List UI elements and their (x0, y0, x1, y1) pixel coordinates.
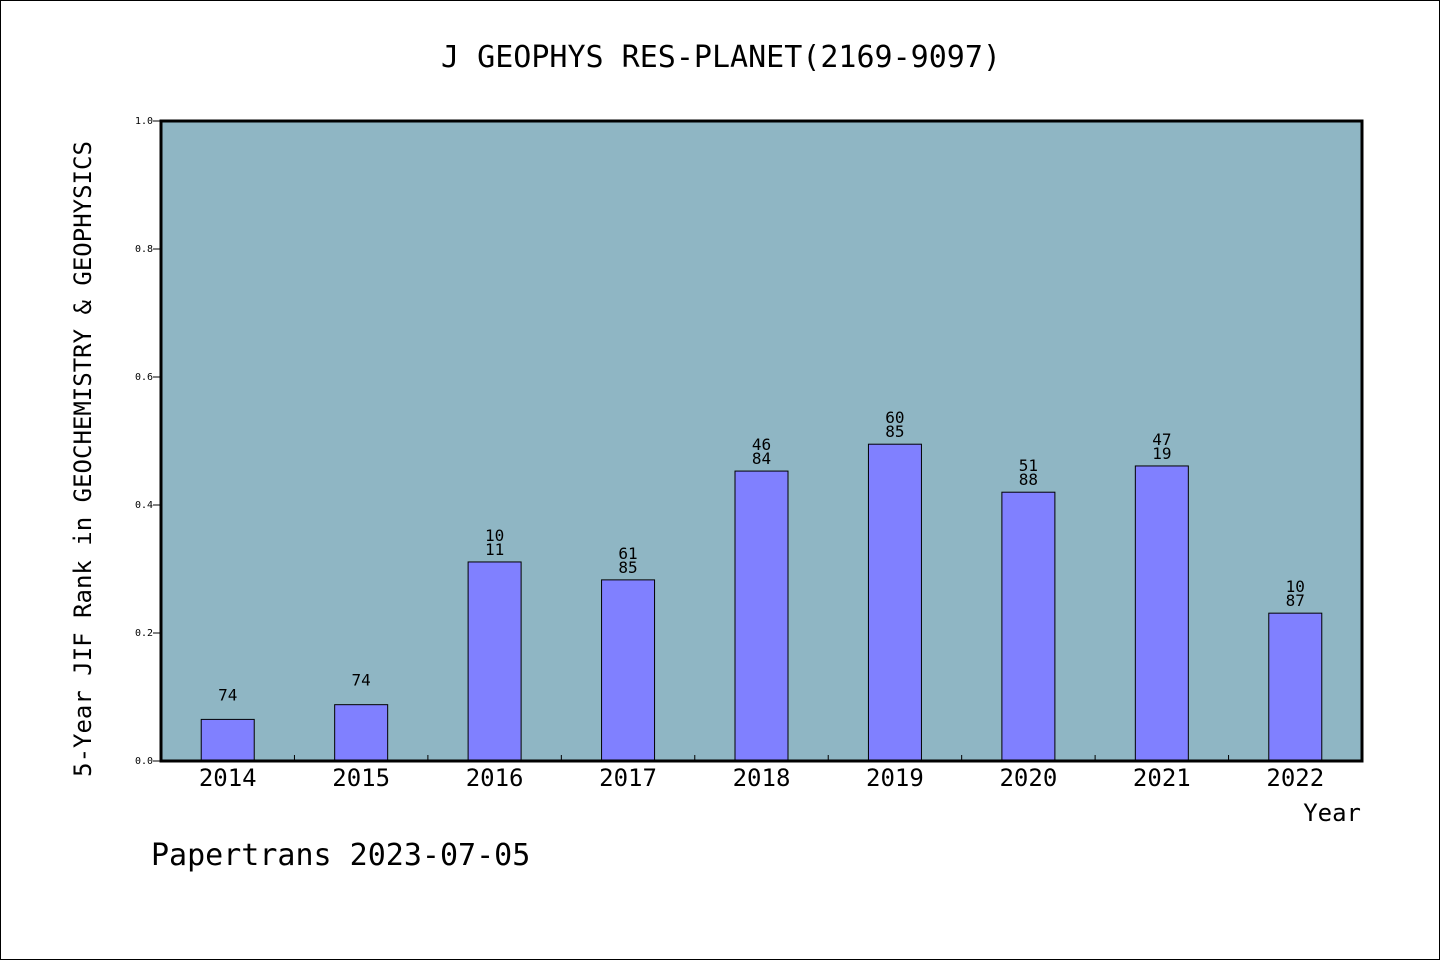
bar-data-label: 46 (752, 435, 771, 454)
x-tick-label: 2018 (733, 764, 791, 792)
y-tick-label: 0.8 (135, 244, 153, 255)
x-axis-ticks: 2014 2015 2016 2017 2018 2019 2020 2021 2022 (199, 755, 1324, 792)
bar-data-label: 47 (1152, 430, 1171, 449)
bar-data-label: 51 (1019, 456, 1038, 475)
bar-data-label: 60 (885, 408, 904, 427)
y-tick-label: 0.2 (135, 628, 153, 639)
bar-2017 (601, 579, 656, 762)
bar-2015 (334, 704, 389, 762)
x-tick-label: 2015 (332, 764, 390, 792)
chart-title: J GEOPHYS RES-PLANET(2169-9097) (441, 40, 1001, 75)
bar-data-label: 10 (1286, 577, 1305, 596)
bar-data-label: 85 (885, 422, 904, 441)
bar-2020 (1001, 491, 1056, 762)
bar-2014 (200, 718, 255, 762)
bar-data-label: 74 (352, 671, 371, 690)
plot-border (159, 119, 1364, 763)
bar-2016 (467, 561, 522, 762)
footer-credit: Papertrans 2023-07-05 (151, 838, 530, 873)
bars (200, 443, 1323, 762)
bar-data-label: 11 (485, 540, 504, 559)
x-tick-label: 2019 (866, 764, 924, 792)
bar-2018 (734, 470, 789, 762)
bar-data-label: 19 (1152, 444, 1171, 463)
y-tick-label: 0.4 (135, 500, 153, 511)
bar-data-label: 84 (752, 449, 771, 468)
y-tick-label: 0.0 (135, 756, 153, 767)
bar-data-label: 74 (218, 685, 237, 704)
bar-data-label: 87 (1286, 591, 1305, 610)
x-tick-label: 2020 (999, 764, 1057, 792)
y-axis-ticks: 0.0 0.2 0.4 0.6 0.8 1.0 (135, 116, 161, 767)
x-tick-label: 2014 (199, 764, 257, 792)
x-tick-label: 2022 (1266, 764, 1324, 792)
bar-data-label: 10 (485, 526, 504, 545)
x-tick-label: 2021 (1133, 764, 1191, 792)
x-tick-label: 2017 (599, 764, 657, 792)
bar-data-label: 85 (618, 558, 637, 577)
y-axis-label: 5-Year JIF Rank in GEOCHEMISTRY & GEOPHY… (69, 141, 97, 777)
x-tick-label: 2016 (466, 764, 524, 792)
bar-data-label: 61 (618, 544, 637, 563)
bar-data-label: 88 (1019, 470, 1038, 489)
bar-2019 (867, 443, 922, 762)
y-tick-label: 1.0 (135, 116, 153, 127)
bar-2022 (1268, 612, 1323, 762)
y-tick-label: 0.6 (135, 372, 153, 383)
bar-2021 (1134, 465, 1189, 762)
x-axis-label: Year (1303, 799, 1361, 827)
